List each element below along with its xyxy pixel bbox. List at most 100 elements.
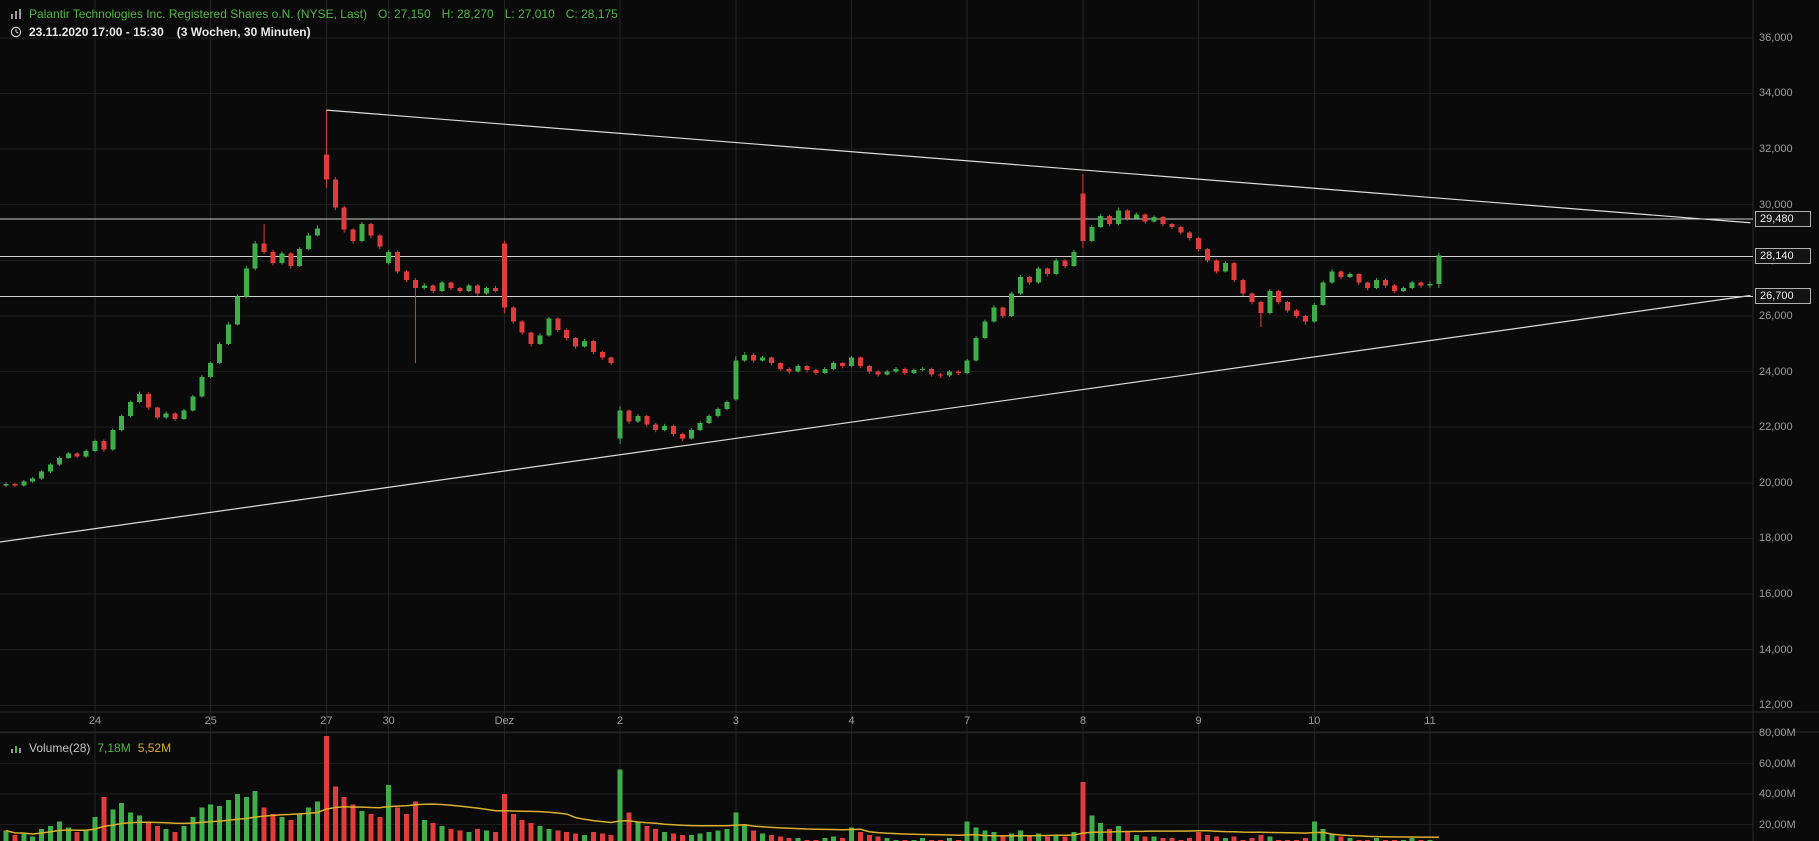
volume-bar (653, 829, 659, 841)
volume-bar (795, 838, 801, 841)
candle-body (617, 410, 623, 439)
candle-body (493, 288, 498, 291)
volume-bar (644, 826, 650, 841)
candle-body (279, 253, 285, 264)
volume-bar (163, 829, 169, 841)
volume-bar (404, 813, 409, 841)
candle-body (768, 357, 774, 364)
candle-body (501, 243, 507, 308)
volume-bar (145, 821, 151, 841)
volume-bar (1249, 838, 1255, 841)
price-level-label-29480[interactable]: 29,480 (1755, 211, 1811, 228)
candle-body (101, 441, 107, 450)
candle-body (386, 251, 392, 264)
volume-bar (332, 786, 338, 841)
candle-body (920, 368, 926, 371)
volume-bar (1187, 838, 1193, 841)
price-level-label-28140[interactable]: 28,140 (1755, 248, 1811, 265)
volume-axis-label: 40,00M (1759, 788, 1796, 800)
volume-bar (1383, 839, 1388, 841)
volume-bar (902, 839, 908, 841)
candle-body (688, 429, 694, 439)
candle-body (1436, 255, 1442, 284)
candle-body (1400, 288, 1406, 291)
candle-body (1160, 217, 1166, 225)
candle-body (234, 296, 240, 325)
candle-body (199, 377, 205, 397)
timeframe-header: 23.11.2020 17:00 - 15:30 (3 Wochen, 30 M… (10, 25, 311, 39)
volume-bar (1400, 839, 1406, 841)
volume-bar (555, 830, 561, 841)
volume-bar (101, 797, 107, 841)
volume-bar (1231, 836, 1237, 841)
volume-current-value: 7,18M (97, 741, 131, 755)
candle-body (662, 425, 668, 430)
candle-body (1374, 279, 1380, 289)
candle-body (270, 251, 276, 264)
volume-bar (706, 832, 712, 841)
volume-bar (288, 819, 294, 841)
volume-bar (510, 813, 516, 841)
volume-bar (1356, 839, 1362, 841)
candle-body (261, 243, 267, 252)
volume-bar (955, 839, 961, 841)
candle-body (608, 357, 614, 364)
volume-bar (804, 839, 810, 841)
volume-bar (679, 835, 685, 841)
trendline[interactable] (0, 294, 1751, 543)
candle-body (938, 374, 943, 376)
candle-body (3, 484, 9, 486)
volume-bar (270, 813, 276, 841)
candle-body (991, 307, 997, 322)
candle-body (475, 285, 481, 294)
volume-bar (742, 824, 748, 841)
x-axis-label: 9 (1195, 715, 1202, 727)
candle-body (359, 224, 365, 241)
volume-bar (30, 836, 36, 841)
volume-bar (1294, 839, 1299, 841)
candle-body (982, 321, 988, 339)
candle-body (368, 224, 374, 236)
volume-bar (857, 832, 863, 841)
candle-body (573, 338, 579, 347)
candle-body (1187, 232, 1193, 239)
x-axis-label: 10 (1308, 715, 1321, 727)
volume-bar (920, 838, 926, 841)
candle-body (1133, 214, 1139, 219)
volume-bar (849, 827, 854, 841)
candle-body (679, 434, 685, 439)
x-axis-label: 3 (732, 715, 739, 727)
candle-body (48, 464, 53, 472)
price-level-label-26700[interactable]: 26,700 (1755, 288, 1811, 305)
candles-layer[interactable] (3, 110, 1442, 488)
volume-bar (599, 833, 605, 841)
volume-bar (484, 830, 490, 841)
volume-bar (1427, 839, 1433, 841)
volume-bar (1116, 826, 1121, 841)
x-axis-label: 8 (1079, 715, 1086, 727)
volume-bar (582, 835, 587, 841)
volume-bar (991, 832, 997, 841)
clock-icon (10, 26, 22, 38)
candle-body (564, 329, 570, 339)
price-axis-label: 30,000 (1759, 198, 1793, 211)
volume-bar (1374, 838, 1380, 841)
x-axis-label: 25 (204, 715, 217, 727)
candle-body (12, 484, 18, 486)
candle-body (350, 229, 356, 241)
volume-bar (893, 839, 899, 841)
instrument-title: Palantir Technologies Inc. Registered Sh… (29, 7, 367, 21)
volume-bar (261, 807, 267, 841)
volume-layer[interactable] (3, 736, 1442, 841)
candle-body (644, 416, 650, 425)
candle-body (1062, 260, 1068, 266)
volume-bar (938, 839, 943, 841)
trendline[interactable] (326, 109, 1751, 224)
candle-body (706, 416, 712, 424)
x-axis-label: 11 (1424, 715, 1436, 727)
candle-body (208, 363, 214, 378)
volume-bar (724, 829, 730, 841)
candle-body (181, 410, 187, 419)
candle-body (1276, 290, 1282, 303)
